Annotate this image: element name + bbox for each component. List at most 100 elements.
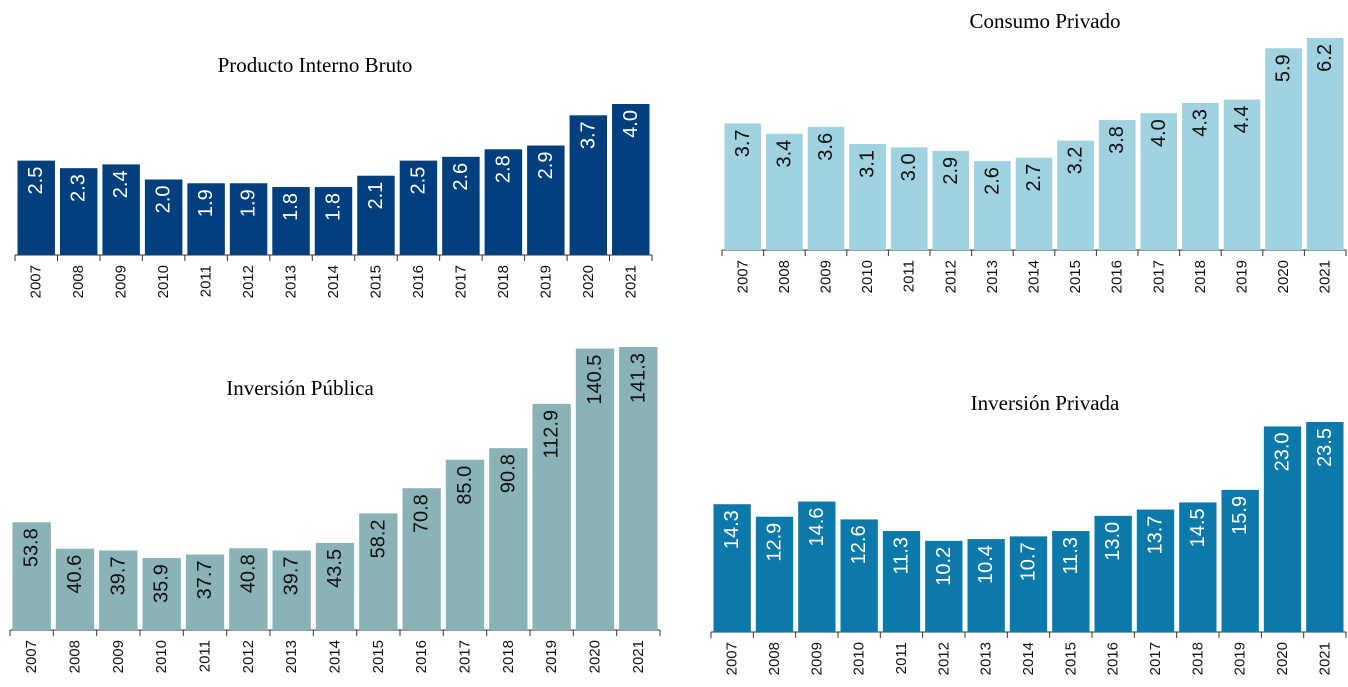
bar xyxy=(1009,536,1048,632)
x-tick-label: 2014 xyxy=(1026,260,1043,293)
bar xyxy=(55,548,95,630)
bar xyxy=(569,115,608,255)
data-label: 2.7 xyxy=(1023,164,1045,192)
data-label: 70.8 xyxy=(411,494,433,533)
x-tick-label: 2011 xyxy=(197,640,214,672)
bar xyxy=(766,133,803,250)
x-tick-label: 2010 xyxy=(859,260,876,293)
data-label: 39.7 xyxy=(107,556,129,595)
x-tick-label: 2020 xyxy=(1275,260,1292,293)
bar xyxy=(187,183,225,255)
bar xyxy=(12,522,51,630)
x-tick-label: 2020 xyxy=(580,265,597,298)
x-tick-label: 2018 xyxy=(1189,642,1206,675)
data-label: 3.2 xyxy=(1065,147,1087,175)
chart-title: Inversión Privada xyxy=(971,391,1120,415)
data-label: 2.9 xyxy=(940,157,962,185)
x-tick-label: 2017 xyxy=(457,640,474,673)
bar xyxy=(849,144,886,250)
data-label: 13.7 xyxy=(1145,516,1167,555)
bar xyxy=(890,147,928,250)
data-label: 3.8 xyxy=(1106,126,1128,154)
bar xyxy=(974,161,1011,250)
bar xyxy=(1223,99,1261,250)
x-tick-label: 2014 xyxy=(325,265,342,298)
x-tick-label: 2013 xyxy=(283,265,300,298)
bar xyxy=(1140,113,1178,251)
bar xyxy=(882,531,921,632)
bar xyxy=(442,156,480,255)
data-label: 90.8 xyxy=(497,454,519,493)
x-tick-label: 2013 xyxy=(978,642,995,675)
x-tick-label: 2009 xyxy=(808,642,825,675)
bar xyxy=(314,187,353,255)
data-label: 2.9 xyxy=(535,152,557,180)
bar xyxy=(1136,509,1175,632)
x-tick-label: 2020 xyxy=(587,640,604,673)
bar xyxy=(967,539,1005,632)
bar xyxy=(713,504,751,632)
data-label: 11.3 xyxy=(891,537,913,574)
data-label: 14.6 xyxy=(806,508,828,547)
bar xyxy=(1098,120,1136,250)
chart-title: Inversión Pública xyxy=(226,376,374,400)
x-tick-label: 2011 xyxy=(893,642,910,674)
bar xyxy=(532,403,571,630)
data-label: 1.8 xyxy=(280,193,302,221)
x-tick-label: 2009 xyxy=(110,640,127,673)
data-label: 2.5 xyxy=(25,167,47,195)
x-tick-label: 2010 xyxy=(153,640,170,673)
x-tick-label: 2009 xyxy=(818,260,835,293)
bar xyxy=(1306,422,1344,632)
bar xyxy=(272,187,310,255)
bar xyxy=(315,542,355,630)
data-label: 112.9 xyxy=(541,410,563,459)
x-tick-label: 2018 xyxy=(495,265,512,298)
x-tick-label: 2012 xyxy=(942,260,959,293)
data-label: 53.8 xyxy=(21,528,43,567)
x-tick-label: 2012 xyxy=(240,640,257,673)
x-tick-label: 2016 xyxy=(410,265,427,298)
data-label: 3.0 xyxy=(898,153,920,181)
bar xyxy=(1094,515,1132,632)
bar xyxy=(17,160,55,255)
bar xyxy=(619,347,658,630)
bar xyxy=(272,550,311,630)
data-label: 4.0 xyxy=(620,110,642,138)
bar xyxy=(99,550,138,630)
data-label: 43.5 xyxy=(324,549,346,588)
data-label: 2.6 xyxy=(981,167,1003,195)
bar xyxy=(1263,426,1302,632)
x-tick-label: 2021 xyxy=(622,265,639,298)
data-label: 23.0 xyxy=(1272,432,1294,471)
bar xyxy=(1265,48,1302,251)
bar xyxy=(527,145,565,255)
data-label: 2.8 xyxy=(492,155,514,183)
bar xyxy=(932,150,970,250)
data-label: 2.1 xyxy=(365,182,387,210)
data-label: 4.3 xyxy=(1189,109,1211,137)
bar xyxy=(798,501,836,632)
x-tick-label: 2017 xyxy=(1147,642,1164,675)
x-tick-label: 2012 xyxy=(935,642,952,675)
x-tick-label: 2015 xyxy=(1062,642,1079,675)
data-label: 3.1 xyxy=(857,150,879,178)
bar-chart: Inversión Pública 53.8 2007 40.6 2008 39.7 200… xyxy=(9,347,661,673)
x-tick-label: 2011 xyxy=(901,260,918,292)
bar xyxy=(840,519,878,632)
data-label: 2.3 xyxy=(68,174,90,202)
data-label: 23.5 xyxy=(1314,428,1336,467)
bar xyxy=(357,175,395,255)
x-tick-label: 2007 xyxy=(734,260,751,293)
x-tick-label: 2008 xyxy=(67,640,84,673)
data-label: 3.4 xyxy=(773,140,795,168)
data-label: 15.9 xyxy=(1229,496,1251,535)
data-label: 13.0 xyxy=(1102,522,1124,561)
bar-chart: Consumo Privado 3.7 2007 3.4 2008 3.6 2009 3.1 2… xyxy=(721,9,1347,293)
data-label: 2.0 xyxy=(153,186,175,214)
x-tick-label: 2015 xyxy=(1067,260,1084,293)
data-label: 141.3 xyxy=(627,353,649,403)
x-tick-label: 2019 xyxy=(537,265,554,298)
data-label: 10.4 xyxy=(975,545,997,584)
